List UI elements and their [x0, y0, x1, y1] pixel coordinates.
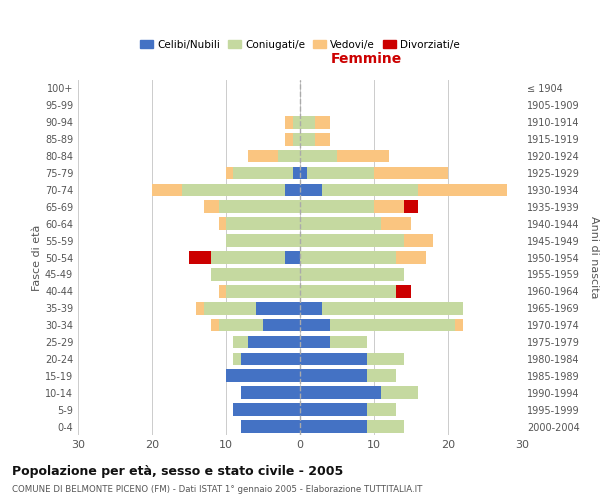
Bar	[300, 404, 367, 416]
Bar	[226, 234, 300, 247]
Bar	[367, 370, 396, 382]
Bar	[337, 150, 389, 162]
Bar	[196, 302, 204, 314]
Bar	[404, 200, 418, 213]
Bar	[300, 285, 396, 298]
Bar	[233, 404, 300, 416]
Bar	[211, 251, 285, 264]
Bar	[315, 133, 329, 145]
Bar	[182, 184, 285, 196]
Bar	[300, 319, 329, 332]
Bar	[307, 166, 374, 179]
Bar	[300, 184, 322, 196]
Bar	[226, 166, 233, 179]
Legend: Celibi/Nubili, Coniugati/e, Vedovi/e, Divorziati/e: Celibi/Nubili, Coniugati/e, Vedovi/e, Di…	[136, 36, 464, 54]
Bar	[211, 319, 218, 332]
Bar	[367, 352, 404, 366]
Bar	[256, 302, 300, 314]
Bar	[329, 319, 455, 332]
Bar	[226, 370, 300, 382]
Bar	[300, 116, 315, 128]
Bar	[322, 184, 418, 196]
Bar	[300, 133, 315, 145]
Bar	[218, 218, 226, 230]
Bar	[226, 285, 300, 298]
Bar	[300, 386, 382, 399]
Bar	[300, 166, 307, 179]
Bar	[241, 420, 300, 433]
Bar	[152, 184, 182, 196]
Bar	[189, 251, 211, 264]
Bar	[300, 150, 337, 162]
Bar	[285, 116, 293, 128]
Bar	[218, 200, 300, 213]
Bar	[396, 251, 426, 264]
Bar	[263, 319, 300, 332]
Bar	[211, 268, 300, 280]
Text: COMUNE DI BELMONTE PICENO (FM) - Dati ISTAT 1° gennaio 2005 - Elaborazione TUTTI: COMUNE DI BELMONTE PICENO (FM) - Dati IS…	[12, 485, 422, 494]
Bar	[367, 420, 404, 433]
Bar	[382, 386, 418, 399]
Bar	[418, 184, 507, 196]
Y-axis label: Anni di nascita: Anni di nascita	[589, 216, 599, 298]
Bar	[233, 166, 293, 179]
Bar	[233, 352, 241, 366]
Text: Femmine: Femmine	[331, 52, 402, 66]
Bar	[300, 370, 367, 382]
Bar	[455, 319, 463, 332]
Bar	[285, 251, 300, 264]
Bar	[315, 116, 329, 128]
Bar	[241, 352, 300, 366]
Bar	[204, 302, 256, 314]
Bar	[300, 268, 404, 280]
Bar	[300, 336, 329, 348]
Bar	[293, 116, 300, 128]
Bar	[226, 218, 300, 230]
Bar	[285, 133, 293, 145]
Bar	[248, 336, 300, 348]
Y-axis label: Fasce di età: Fasce di età	[32, 224, 42, 290]
Bar	[300, 200, 374, 213]
Bar	[204, 200, 218, 213]
Bar	[300, 352, 367, 366]
Bar	[278, 150, 300, 162]
Bar	[300, 251, 396, 264]
Bar	[241, 386, 300, 399]
Bar	[300, 234, 404, 247]
Bar	[300, 420, 367, 433]
Bar	[293, 166, 300, 179]
Bar	[300, 218, 382, 230]
Bar	[248, 150, 278, 162]
Bar	[367, 404, 396, 416]
Bar	[218, 285, 226, 298]
Bar	[404, 234, 433, 247]
Bar	[218, 319, 263, 332]
Bar	[374, 200, 404, 213]
Bar	[374, 166, 448, 179]
Bar	[300, 302, 322, 314]
Bar	[293, 133, 300, 145]
Bar	[396, 285, 411, 298]
Text: Popolazione per età, sesso e stato civile - 2005: Popolazione per età, sesso e stato civil…	[12, 465, 343, 478]
Bar	[382, 218, 411, 230]
Bar	[233, 336, 248, 348]
Bar	[285, 184, 300, 196]
Bar	[329, 336, 367, 348]
Bar	[322, 302, 463, 314]
